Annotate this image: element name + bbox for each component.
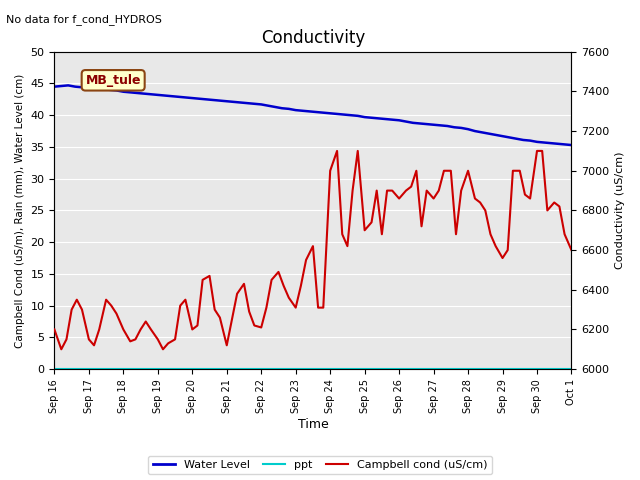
Campbell cond (uS/cm) [120,326,127,332]
Water Level [402,119,410,124]
Text: No data for f_cond_HYDROS: No data for f_cond_HYDROS [6,14,163,25]
Water Level [51,84,58,90]
Y-axis label: Campbell Cond (uS/m), Rain (mm), Water Level (cm): Campbell Cond (uS/m), Rain (mm), Water L… [15,73,25,348]
Line: Campbell cond (uS/cm): Campbell cond (uS/cm) [54,151,572,349]
Water Level [326,110,334,116]
Title: Conductivity: Conductivity [261,29,365,48]
Campbell cond (uS/cm) [333,148,341,154]
Campbell cond (uS/cm) [568,247,575,253]
Campbell cond (uS/cm) [561,231,568,237]
Line: Water Level: Water Level [54,85,572,145]
Water Level [471,128,479,134]
Campbell cond (uS/cm) [51,326,58,332]
Water Level [568,142,575,148]
Campbell cond (uS/cm) [361,228,369,233]
Campbell cond (uS/cm) [499,255,506,261]
Y-axis label: Conductivity (uS/cm): Conductivity (uS/cm) [615,152,625,269]
Campbell cond (uS/cm) [188,326,196,332]
Campbell cond (uS/cm) [58,347,65,352]
Water Level [388,117,396,122]
Water Level [65,83,72,88]
X-axis label: Time: Time [298,419,328,432]
Water Level [237,100,244,106]
Text: MB_tule: MB_tule [85,74,141,87]
Legend: Water Level, ppt, Campbell cond (uS/cm): Water Level, ppt, Campbell cond (uS/cm) [148,456,492,474]
Campbell cond (uS/cm) [177,303,184,309]
Water Level [106,87,113,93]
